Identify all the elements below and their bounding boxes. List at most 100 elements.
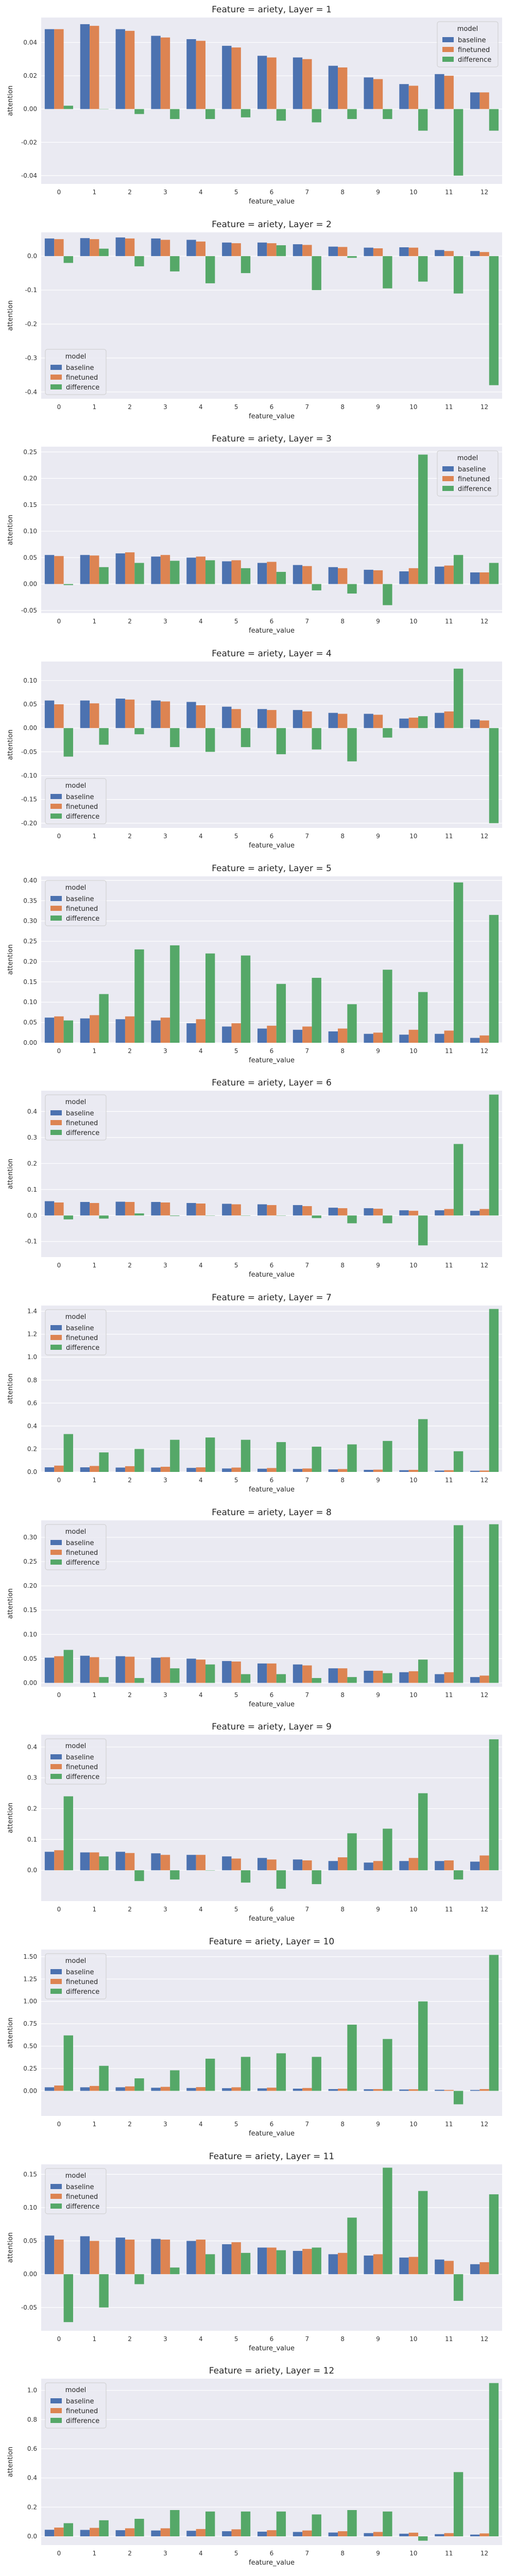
bar-finetuned-9	[373, 1209, 383, 1216]
x-tick-label: 3	[163, 1691, 167, 1699]
bar-baseline-8	[328, 1668, 338, 1683]
bar-finetuned-1	[90, 1852, 99, 1871]
bar-baseline-4	[186, 1203, 196, 1216]
bar-finetuned-1	[90, 239, 99, 256]
bar-difference-2	[134, 2078, 144, 2091]
legend-box	[45, 2382, 107, 2429]
bar-baseline-0	[44, 2530, 55, 2537]
bar-baseline-12	[470, 1470, 480, 1472]
bar-difference-6	[276, 245, 286, 256]
bar-baseline-11	[435, 1674, 444, 1683]
x-tick-label: 1	[92, 1477, 96, 1484]
legend-box	[437, 450, 499, 497]
bar-difference-10	[418, 1793, 428, 1871]
bar-baseline-10	[399, 2257, 409, 2274]
x-tick-label: 6	[270, 1262, 274, 1269]
y-axis-label: attention	[7, 2232, 14, 2263]
bar-difference-2	[134, 2274, 144, 2284]
x-tick-label: 6	[270, 2121, 274, 2128]
legend-label-baseline: baseline	[66, 1969, 94, 1976]
bar-finetuned-2	[125, 552, 135, 584]
x-tick-label: 4	[199, 1691, 203, 1699]
bar-finetuned-3	[160, 1466, 170, 1472]
bar-baseline-7	[293, 244, 303, 256]
bar-difference-7	[312, 1870, 321, 1885]
bar-difference-8	[347, 256, 357, 258]
legend-label-finetuned: finetuned	[458, 476, 490, 483]
legend-swatch-finetuned	[50, 1120, 62, 1126]
bar-difference-1	[99, 2065, 109, 2091]
bar-finetuned-1	[90, 26, 99, 109]
bar-finetuned-10	[408, 568, 419, 584]
bar-finetuned-3	[160, 2087, 170, 2091]
x-tick-label: 1	[92, 2121, 96, 2128]
bar-baseline-11	[435, 713, 444, 728]
bar-baseline-3	[151, 556, 161, 584]
bar-finetuned-0	[54, 2239, 64, 2274]
x-tick-label: 12	[480, 1906, 488, 1913]
y-axis-label: attention	[7, 1588, 14, 1619]
y-tick-label: 0.00	[23, 106, 37, 113]
bar-difference-10	[418, 1659, 428, 1683]
y-tick-label: 0.04	[23, 39, 37, 46]
bar-difference-2	[134, 2519, 144, 2537]
bar-baseline-9	[364, 1670, 373, 1683]
bar-finetuned-12	[479, 1855, 489, 1871]
bar-finetuned-3	[160, 1202, 170, 1216]
bar-difference-12	[489, 109, 499, 131]
y-tick-label: 0.30	[23, 1534, 37, 1541]
legend-label-finetuned: finetuned	[66, 2408, 98, 2415]
bar-difference-4	[205, 953, 215, 1043]
bar-difference-12	[489, 1309, 499, 1472]
y-axis-label: attention	[7, 86, 14, 116]
bar-difference-11	[453, 1870, 464, 1880]
bar-difference-0	[63, 1796, 73, 1871]
bar-finetuned-1	[90, 2086, 99, 2091]
bar-finetuned-3	[160, 2239, 170, 2274]
bar-baseline-6	[257, 2088, 267, 2091]
x-tick-label: 3	[163, 1262, 167, 1269]
bar-finetuned-3	[160, 37, 170, 109]
bar-difference-7	[312, 2247, 321, 2274]
bar-finetuned-3	[160, 1017, 170, 1043]
bar-baseline-11	[435, 249, 444, 256]
bar-finetuned-2	[125, 1466, 135, 1472]
x-tick-label: 2	[128, 1477, 132, 1484]
y-tick-label: -0.05	[21, 607, 37, 614]
bar-difference-3	[170, 1668, 180, 1683]
legend-label-difference: difference	[66, 915, 99, 923]
bar-difference-11	[453, 555, 464, 584]
legend: model baseline finetuned difference	[437, 450, 499, 497]
legend-label-finetuned: finetuned	[66, 905, 98, 913]
bar-finetuned-10	[408, 1469, 419, 1472]
y-tick-label: 0.25	[23, 449, 37, 456]
x-axis-label: feature_value	[249, 627, 295, 635]
x-tick-label: 4	[199, 618, 203, 625]
chart-title: Feature = ariety, Layer = 2	[212, 219, 332, 230]
legend-swatch-difference	[50, 2418, 62, 2424]
y-tick-label: 0.20	[23, 475, 37, 482]
legend-label-baseline: baseline	[66, 2183, 94, 2191]
bar-finetuned-9	[373, 79, 383, 109]
bar-baseline-9	[364, 570, 373, 584]
bar-difference-9	[383, 1215, 392, 1224]
legend-title: model	[65, 2172, 86, 2180]
bar-difference-3	[170, 945, 180, 1043]
bar-baseline-10	[399, 1034, 409, 1043]
legend-swatch-finetuned	[50, 1764, 62, 1770]
bar-finetuned-11	[444, 1030, 454, 1043]
bar-difference-9	[383, 1828, 392, 1871]
x-tick-label: 7	[305, 189, 310, 196]
bar-baseline-0	[44, 1467, 55, 1472]
chart-title: Feature = ariety, Layer = 9	[212, 1722, 332, 1732]
bar-difference-8	[347, 2510, 357, 2537]
bar-difference-1	[99, 1215, 109, 1219]
bar-baseline-10	[399, 571, 409, 584]
legend-box	[45, 1309, 107, 1355]
y-tick-label: 0.2	[27, 1445, 37, 1452]
bar-baseline-0	[44, 2235, 55, 2274]
bar-baseline-4	[186, 2241, 196, 2274]
legend-label-difference: difference	[66, 1344, 99, 1352]
bar-baseline-3	[151, 700, 161, 728]
bar-baseline-5	[222, 2244, 232, 2274]
